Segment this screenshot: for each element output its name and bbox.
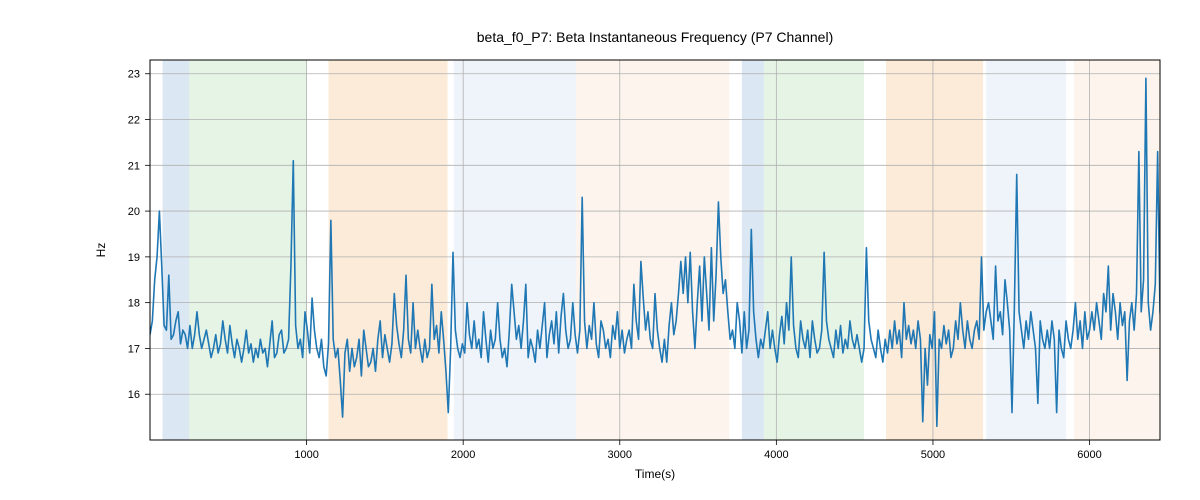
x-tick-label: 4000	[764, 449, 788, 461]
x-axis-label: Time(s)	[635, 467, 675, 481]
y-tick-label: 21	[128, 160, 140, 172]
x-tick-label: 5000	[921, 449, 945, 461]
y-tick-label: 23	[128, 69, 140, 81]
x-tick-label: 3000	[608, 449, 632, 461]
span-region	[189, 60, 306, 440]
span-region	[576, 60, 729, 440]
y-tick-label: 20	[128, 206, 140, 218]
chart-container: 1000 2000 3000 4000 5000 6000 16 17 18 19 20 21 22 23…	[0, 0, 1200, 500]
y-tick-label: 22	[128, 115, 140, 127]
span-region	[886, 60, 983, 440]
span-region	[163, 60, 190, 440]
chart-title: beta_f0_P7: Beta Instantaneous Frequency…	[477, 29, 833, 45]
span-region	[986, 60, 1066, 440]
x-tick-label: 1000	[294, 449, 318, 461]
span-region	[329, 60, 448, 440]
y-axis-label: Hz	[94, 243, 108, 258]
span-region	[454, 60, 576, 440]
y-tick-label: 16	[128, 389, 140, 401]
y-tick-label: 17	[128, 343, 140, 355]
x-tick-label: 2000	[451, 449, 475, 461]
span-region	[742, 60, 764, 440]
line-chart: 1000 2000 3000 4000 5000 6000 16 17 18 19 20 21 22 23…	[0, 0, 1200, 500]
y-tick-label: 19	[128, 252, 140, 264]
y-tick-label: 18	[128, 298, 140, 310]
x-tick-label: 6000	[1077, 449, 1101, 461]
span-region	[764, 60, 864, 440]
